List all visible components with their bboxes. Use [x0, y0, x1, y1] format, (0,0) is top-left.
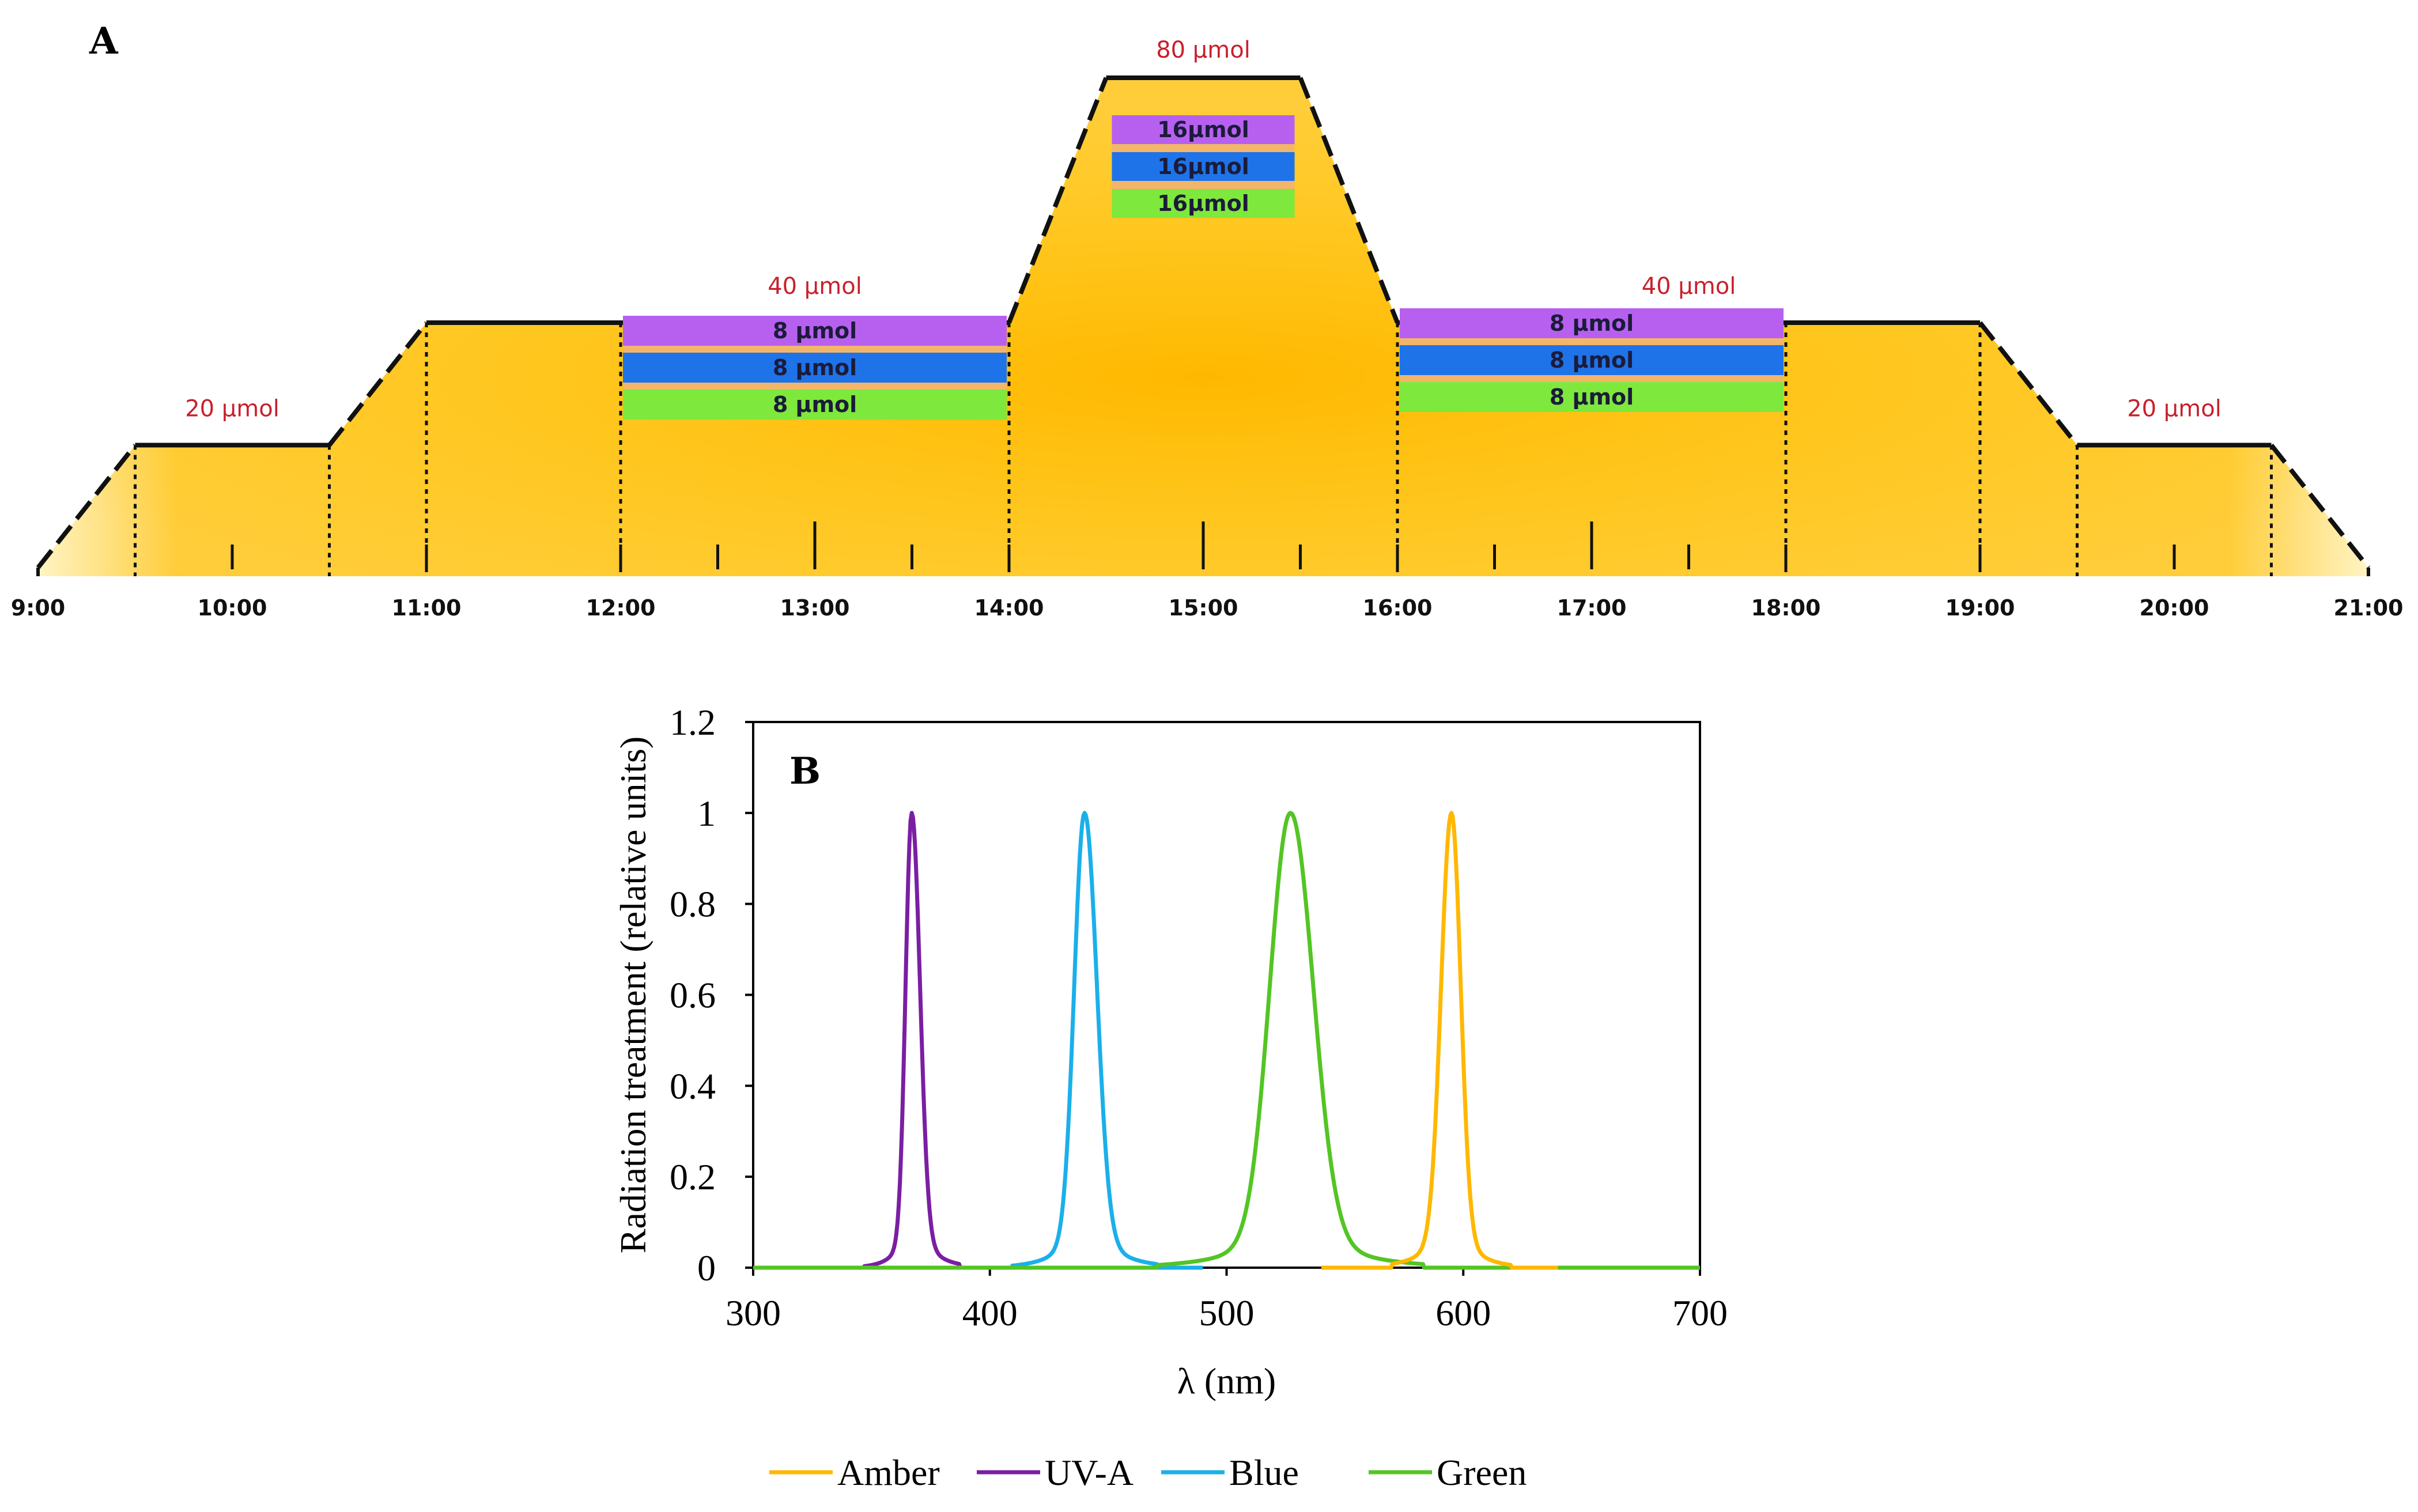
band-label: 8 µmol — [773, 392, 857, 417]
level-label: 20 µmol — [185, 396, 279, 422]
series-line-green — [752, 811, 1701, 1270]
level-label: 40 µmol — [1642, 273, 1736, 300]
time-label: 18:00 — [1751, 595, 1821, 621]
band-green — [1400, 382, 1784, 412]
panel-b-letter: B — [789, 750, 821, 793]
series-line-uv-a — [859, 811, 1015, 1270]
level-label: 40 µmol — [768, 273, 862, 300]
band-separator — [1112, 144, 1295, 152]
ramp-outline — [327, 321, 429, 447]
x-tick-label: 700 — [1672, 1292, 1728, 1333]
ramp-outline — [1007, 77, 1109, 324]
band-label: 8 µmol — [1550, 311, 1634, 336]
band-blue — [1400, 345, 1784, 375]
band-blue — [623, 353, 1007, 383]
time-label: 15:00 — [1169, 595, 1238, 621]
y-tick-label: 1 — [697, 793, 716, 834]
band-uv-a — [623, 316, 1007, 346]
x-tick-label: 600 — [1435, 1292, 1491, 1333]
band-label: 16µmol — [1157, 191, 1249, 216]
legend-label-blue: Blue — [1229, 1452, 1299, 1493]
x-tick-label: 300 — [726, 1292, 781, 1333]
band-green — [623, 390, 1007, 419]
panel-b-spectra-chart: B 0 0.2 0.4 0.6 0.8 1 1.2 300 400 500 600 700 λ (nm) R… — [613, 702, 1728, 1493]
band-label: 8 µmol — [773, 355, 857, 380]
band-separator — [1400, 375, 1784, 382]
band-label: 8 µmol — [1550, 384, 1634, 410]
band-uv-a — [1400, 308, 1784, 338]
time-label: 12:00 — [586, 595, 656, 621]
band-label: 16µmol — [1157, 154, 1249, 179]
x-tick-label: 400 — [962, 1292, 1018, 1333]
level-label: 80 µmol — [1156, 37, 1250, 63]
series-line-blue — [1000, 811, 1204, 1270]
series-line-amber — [1320, 811, 1559, 1270]
ramp-outline — [2269, 444, 2371, 569]
time-label: 21:00 — [2334, 595, 2404, 621]
y-tick-label: 0.6 — [670, 975, 716, 1016]
time-label: 9:00 — [11, 595, 66, 621]
time-label: 19:00 — [1945, 595, 2015, 621]
panel-a-light-schedule: 8 µmol 8 µmol 8 µmol 16µmol 16µmol 16µmol 8 µm… — [11, 37, 2404, 621]
x-tick-label: 500 — [1199, 1292, 1255, 1333]
time-label: 16:00 — [1363, 595, 1433, 621]
y-tick-label: 0.8 — [670, 884, 716, 925]
band-green — [1112, 189, 1295, 218]
y-tick-label: 0.2 — [670, 1156, 716, 1197]
band-label: 8 µmol — [1550, 347, 1634, 373]
time-label: 17:00 — [1557, 595, 1627, 621]
level-label: 20 µmol — [2127, 396, 2221, 422]
legend-label-amber: Amber — [837, 1452, 940, 1493]
ramp-outline — [1978, 321, 2079, 447]
panel-a-letter: A — [89, 20, 119, 63]
band-uv-a — [1112, 115, 1295, 144]
y-tick-label: 1.2 — [670, 702, 716, 743]
ramp-outline — [36, 444, 137, 569]
band-separator — [623, 383, 1007, 390]
band-label: 16µmol — [1157, 117, 1249, 142]
y-tick-label: 0 — [697, 1248, 716, 1288]
band-blue — [1112, 152, 1295, 181]
legend-label-green: Green — [1437, 1452, 1527, 1493]
band-separator — [1112, 181, 1295, 189]
band-separator — [1400, 338, 1784, 345]
x-axis-title: λ (nm) — [1177, 1360, 1276, 1401]
band-label: 8 µmol — [773, 318, 857, 343]
time-label: 14:00 — [974, 595, 1044, 621]
time-label: 11:00 — [392, 595, 462, 621]
time-label: 10:00 — [198, 595, 267, 621]
legend-label-uv-a: UV-A — [1045, 1452, 1134, 1493]
band-separator — [623, 346, 1007, 353]
plot-frame — [752, 721, 1701, 1269]
y-axis-title: Radiation treatment (relative units) — [613, 736, 653, 1253]
y-tick-label: 0.4 — [670, 1065, 716, 1106]
time-label: 20:00 — [2140, 595, 2209, 621]
time-label: 13:00 — [780, 595, 850, 621]
ramp-outline — [1298, 77, 1400, 324]
